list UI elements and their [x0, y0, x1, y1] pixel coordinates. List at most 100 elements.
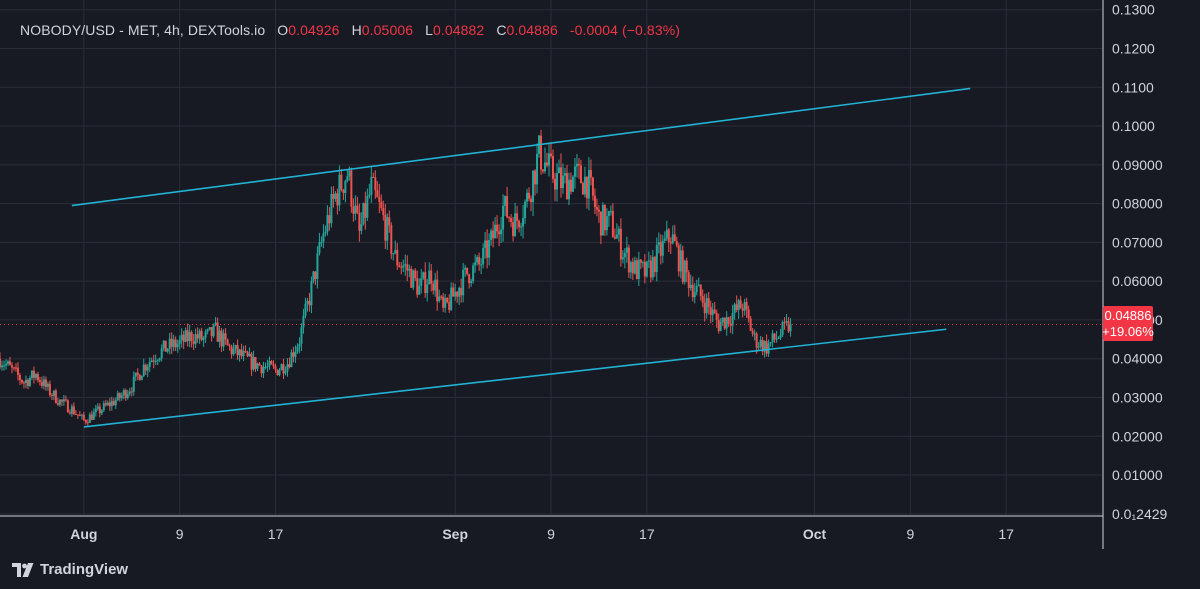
candle-body [102, 403, 105, 411]
candle-body [284, 371, 287, 374]
candle-body [619, 228, 622, 260]
candle-body [116, 393, 119, 401]
candle-body [749, 318, 752, 331]
price-axis[interactable]: 0.1300 0.1200 0.1100 0.1000 0.09000 0.08000 0.… [1112, 2, 1168, 522]
candle-body [162, 340, 165, 349]
candle-body [687, 272, 690, 289]
candle-body [380, 201, 383, 209]
candle-body [30, 370, 33, 378]
candle-body [428, 270, 431, 285]
candle-body [344, 181, 347, 193]
candle-body [124, 390, 127, 399]
candle-body [340, 174, 343, 190]
candle-body [126, 393, 129, 399]
candle-body [258, 363, 261, 366]
candle-body [80, 414, 83, 416]
candle-body [378, 197, 381, 202]
candle-body [751, 330, 754, 334]
candle-body [276, 369, 279, 376]
candle-body [434, 279, 437, 291]
candle-body [398, 265, 401, 267]
candle-body [561, 175, 564, 188]
tradingview-brand[interactable]: TradingView [12, 561, 128, 578]
candle-body [278, 370, 281, 376]
candle-body [198, 330, 201, 339]
candle-body [741, 308, 744, 311]
candle-body [601, 204, 604, 236]
candle-body [308, 300, 311, 306]
candle-body [440, 296, 443, 298]
candle-body [705, 298, 708, 314]
channel-lines[interactable] [71, 87, 971, 428]
candle-body [442, 296, 445, 308]
candle-body [290, 352, 293, 368]
candlestick-series [0, 129, 792, 426]
candle-body [242, 351, 245, 357]
candle-body [759, 339, 762, 347]
candle-body [214, 322, 217, 325]
candle-body [400, 266, 403, 268]
candle-body [514, 213, 517, 237]
candle-body [2, 365, 5, 367]
close-value: 0.04886 [506, 22, 558, 38]
candle-body [328, 215, 331, 224]
candle-body [166, 348, 169, 352]
candle-body [474, 262, 477, 266]
candle-body [773, 333, 776, 340]
candle-body [66, 400, 69, 413]
candle-body [156, 360, 159, 362]
candle-body [394, 249, 397, 254]
candle-body [476, 257, 479, 263]
candle-body [579, 165, 582, 184]
candle-body [270, 361, 273, 365]
candle-body [593, 195, 596, 208]
candle-body [286, 364, 289, 372]
candle-body [0, 358, 1, 368]
candle-body [432, 283, 435, 291]
candle-body [110, 401, 113, 407]
candle-body [577, 163, 580, 166]
candle-body [272, 364, 275, 367]
candle-body [348, 170, 351, 177]
candle-body [456, 291, 459, 297]
candle-body [176, 343, 179, 348]
candle-body [414, 270, 417, 279]
candle-body [472, 265, 475, 281]
last-price-change: +19.06% [1102, 324, 1154, 339]
candle-body [78, 415, 81, 417]
candle-body [526, 192, 529, 202]
candle-body [657, 242, 660, 245]
candle-body [386, 217, 389, 241]
candle-body [374, 177, 377, 191]
candle-body [158, 358, 161, 361]
candle-body [502, 205, 505, 230]
candle-body [769, 341, 772, 344]
candle-body [200, 330, 203, 340]
channel-upper-line[interactable] [71, 87, 971, 207]
candle-body [118, 393, 121, 399]
candle-body [330, 194, 333, 224]
candle-body [36, 374, 39, 381]
candle-body [512, 222, 515, 237]
candle-body [693, 292, 696, 298]
candle-body [488, 239, 491, 258]
candle-body [617, 228, 620, 235]
candle-body [302, 315, 305, 328]
candle-body [542, 169, 545, 172]
candle-body [683, 260, 686, 283]
candle-body [466, 267, 469, 275]
candle-body [68, 412, 71, 414]
time-axis[interactable]: Aug 9 17 Sep 9 17 Oct 9 17 [70, 526, 1014, 542]
candle-body [733, 304, 736, 314]
candle-body [422, 272, 425, 279]
candle-body [88, 414, 91, 423]
candle-body [635, 260, 638, 279]
candle-body [264, 366, 267, 368]
candle-body [416, 278, 419, 295]
candle-body [653, 256, 656, 273]
candle-body [747, 309, 750, 319]
channel-lower-line[interactable] [83, 328, 947, 428]
candle-body [625, 247, 628, 253]
candle-body [402, 265, 405, 268]
